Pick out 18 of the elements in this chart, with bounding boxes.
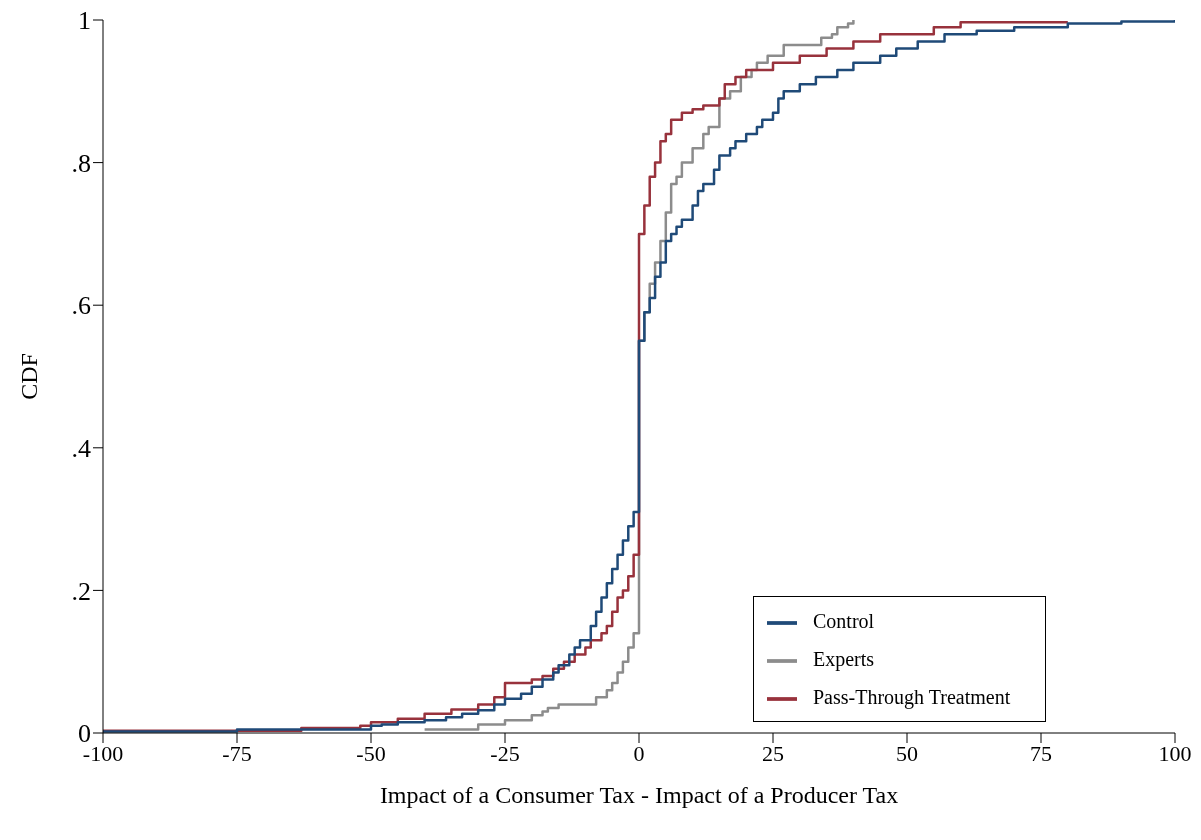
legend-label: Pass-Through Treatment (813, 686, 1011, 708)
x-tick-label: -25 (490, 740, 520, 766)
y-tick-label: .4 (71, 434, 91, 464)
x-tick-label: -75 (222, 740, 252, 766)
x-tick-label: -50 (356, 740, 386, 766)
y-tick-label: .2 (71, 576, 91, 606)
x-tick-label: 50 (896, 740, 918, 766)
x-tick-label: 75 (1030, 740, 1052, 766)
y-tick-label: .8 (71, 148, 91, 178)
y-tick-label: .6 (71, 291, 91, 321)
legend-label: Control (813, 610, 875, 632)
y-tick-label: 1 (78, 6, 91, 36)
x-tick-label: 25 (762, 740, 784, 766)
legend-label: Experts (813, 648, 875, 670)
x-tick-label: 0 (633, 740, 645, 766)
x-axis-title: Impact of a Consumer Tax - Impact of a Producer Tax (379, 782, 899, 808)
x-tick-label: 100 (1158, 740, 1192, 766)
y-axis-title: CDF (15, 353, 42, 400)
